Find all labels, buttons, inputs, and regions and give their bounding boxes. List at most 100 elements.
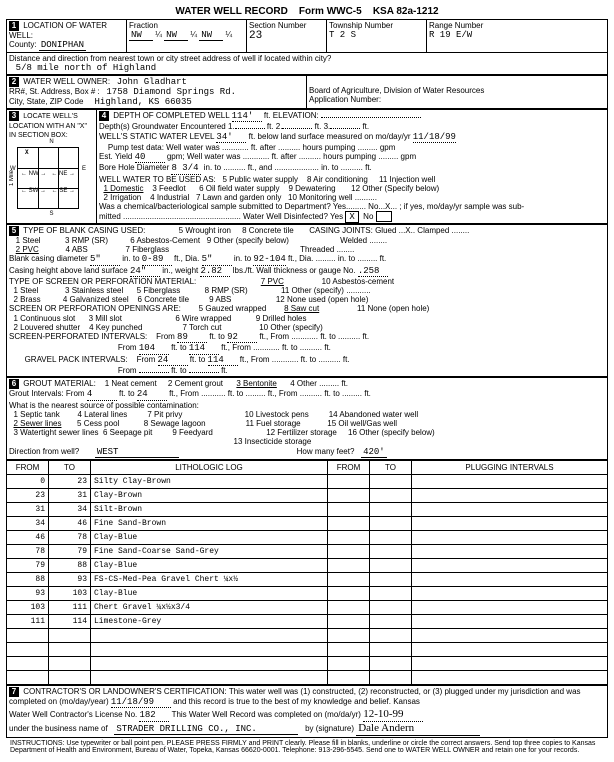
section-6-marker: 6 bbox=[9, 379, 19, 389]
section-1-marker: 1 bbox=[9, 21, 19, 31]
dia-label: Blank casing diameter bbox=[9, 254, 88, 263]
dia-to2: in. to bbox=[234, 254, 251, 263]
frac1: NW bbox=[129, 30, 153, 41]
spi1t: 92 bbox=[227, 332, 257, 343]
p13: 13 Insecticide storage bbox=[234, 437, 312, 446]
g4: 4 Other ......... ft. bbox=[290, 379, 348, 388]
gpi1t: 114 bbox=[208, 355, 238, 366]
pump-line: Pump test data: Well water was .........… bbox=[108, 143, 396, 152]
gw3v bbox=[330, 128, 360, 129]
range-label: Range Number bbox=[429, 21, 483, 30]
contam-label: What is the nearest source of possible c… bbox=[9, 401, 199, 410]
c4: 4 ABS bbox=[65, 245, 87, 254]
spi2t: 114 bbox=[189, 343, 219, 354]
dia-mid: ft., Dia. bbox=[174, 254, 199, 263]
lith-row: 023Silty Clay-Brown bbox=[7, 474, 608, 488]
sw-lbl: ← SW → bbox=[21, 188, 46, 194]
addr-label: RR#, St. Address, Box # : bbox=[9, 87, 100, 96]
s10: 10 Asbestos-cement bbox=[322, 277, 394, 286]
w-lbl: W bbox=[10, 166, 16, 172]
use-label: WELL WATER TO BE USED AS: bbox=[99, 175, 216, 184]
section-4-marker: 4 bbox=[99, 111, 109, 121]
lith-h-from2: FROM bbox=[328, 460, 370, 474]
u8: 8 Air conditioning bbox=[307, 175, 368, 184]
title: WATER WELL RECORD bbox=[175, 6, 287, 17]
open-label: SCREEN OR PERFORATION OPENINGS ARE: bbox=[9, 304, 181, 313]
section-box-diagram: X ← NW → ← NE → ← SW → ← SE → W E bbox=[17, 147, 79, 209]
ht-wt: in., weight bbox=[162, 266, 198, 275]
disinfect-no: No bbox=[363, 212, 373, 221]
u2: 2 Irrigation bbox=[103, 193, 141, 202]
o7: 7 Torch cut bbox=[182, 323, 221, 332]
c5: 5 Wrought iron bbox=[179, 226, 231, 235]
dia-end: ft., Dia. ......... in. to ......... ft. bbox=[288, 254, 386, 263]
lith-h-from: FROM bbox=[7, 460, 49, 474]
u4: 4 Industrial bbox=[150, 193, 189, 202]
section-5-marker: 5 bbox=[9, 226, 19, 236]
cert-text4: Water Well Contractor's License No. bbox=[9, 710, 137, 719]
elev-value bbox=[321, 117, 421, 118]
section-2-marker: 2 bbox=[9, 77, 19, 87]
o11: 11 None (open hole) bbox=[357, 304, 429, 313]
dist-value: 5/8 mile north of Highland bbox=[16, 63, 156, 73]
lith-row: 2331Clay-Brown bbox=[7, 488, 608, 502]
lith-h-to2: TO bbox=[370, 460, 412, 474]
cert-text5: This Water Well Record was completed on … bbox=[172, 710, 361, 719]
cert-siglabel: by (signature) bbox=[305, 724, 354, 733]
u3: 3 Feedlot bbox=[152, 184, 185, 193]
gpi-from: From bbox=[137, 355, 156, 364]
static-rest: ft. below land surface measured on mo/da… bbox=[249, 132, 411, 141]
bore-value: 8 3/4 bbox=[171, 163, 201, 174]
s6: 6 Concrete tile bbox=[138, 295, 190, 304]
p15: 15 Oil well/Gas well bbox=[327, 419, 397, 428]
owner-addr: 1758 Diamond Springs Rd. bbox=[106, 87, 236, 97]
gi-rest: ft., From ........... ft. to ......... f… bbox=[169, 389, 371, 398]
gw2: ft. 2. bbox=[267, 122, 283, 131]
section-3-marker: 3 bbox=[9, 111, 19, 121]
lithologic-log-table: FROM TO LITHOLOGIC LOG FROM TO PLUGGING … bbox=[6, 460, 608, 685]
p4: 4 Lateral lines bbox=[77, 410, 127, 419]
grout-label: GROUT MATERIAL: bbox=[23, 379, 96, 388]
gpi1f: 24 bbox=[158, 355, 188, 366]
gi-label: Grout Intervals: From bbox=[9, 389, 85, 398]
p3: 3 Watertight sewer lines bbox=[13, 428, 98, 437]
p9: 9 Feedyard bbox=[172, 428, 212, 437]
gw1v bbox=[235, 128, 265, 129]
se-lbl: ← SE → bbox=[52, 188, 75, 194]
x-mark: X bbox=[25, 149, 29, 156]
est-yield-rest: gpm; Well water was ............ ft. aft… bbox=[167, 152, 416, 161]
lith-row bbox=[7, 670, 608, 684]
section-7-marker: 7 bbox=[9, 687, 19, 697]
gw3: ft. 3. bbox=[315, 122, 331, 131]
cert-text1: CONTRACTOR'S OR LANDOWNER'S CERTIFICATIO… bbox=[23, 687, 580, 696]
range-value: R 19 E/W bbox=[429, 30, 472, 40]
appnum-label: Application Number: bbox=[309, 95, 381, 104]
o3: 3 Mill slot bbox=[89, 314, 122, 323]
bore-rest: in. to .......... ft., and .............… bbox=[204, 163, 372, 172]
dir-label: Direction from well? bbox=[9, 447, 79, 456]
p7: 7 Pit privy bbox=[147, 410, 182, 419]
p11: 11 Fuel storage bbox=[246, 419, 301, 428]
lith-row: 7879Fine Sand-Coarse Sand-Grey bbox=[7, 544, 608, 558]
frac3q: ¼ bbox=[226, 30, 233, 39]
spi-ftto2: ft. to bbox=[171, 343, 187, 352]
frac3: NW bbox=[199, 30, 223, 41]
s2: 2 Brass bbox=[13, 295, 40, 304]
cert-text3: and this record is true to the best of m… bbox=[173, 697, 420, 706]
u6: 6 Oil field water supply bbox=[199, 184, 279, 193]
gi-t: 24 bbox=[137, 389, 167, 400]
screen-label: TYPE OF SCREEN OR PERFORATION MATERIAL: bbox=[9, 277, 196, 286]
lith-h-log: LITHOLOGIC LOG bbox=[91, 460, 328, 474]
gpi-ftto2: ft. to bbox=[171, 366, 187, 375]
elev-label: ELEVATION: bbox=[273, 111, 319, 120]
gw1: Depth(s) Groundwater Encountered 1. bbox=[99, 122, 235, 131]
spi2f: 104 bbox=[139, 343, 169, 354]
c3: 3 RMP (SR) bbox=[65, 236, 108, 245]
county-label: County: bbox=[9, 40, 37, 49]
s7: 7 PVC bbox=[261, 277, 284, 286]
feet-label: How many feet? bbox=[297, 447, 355, 456]
gi-f: 4 bbox=[87, 389, 117, 400]
county-value: DONIPHAN bbox=[39, 40, 86, 51]
p6: 6 Seepage pit bbox=[103, 428, 152, 437]
c6: 6 Asbestos-Cement bbox=[130, 236, 200, 245]
